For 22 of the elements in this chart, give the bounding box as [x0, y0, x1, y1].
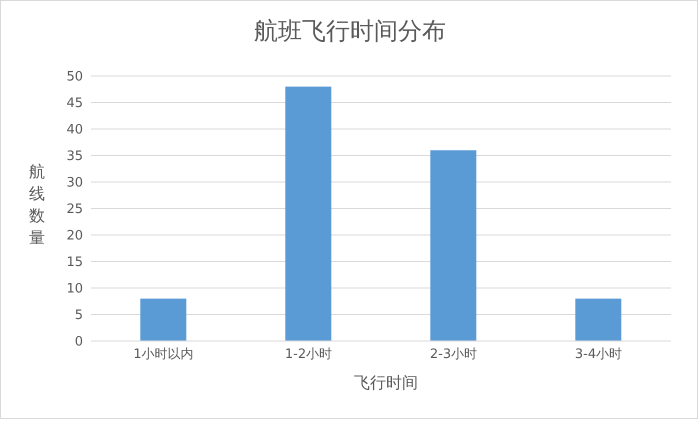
- x-tick-label: 1-2小时: [284, 347, 332, 362]
- x-tick-label: 3-4小时: [574, 347, 622, 362]
- y-tick-label: 10: [66, 282, 83, 297]
- bar: [575, 298, 622, 341]
- chart-title: 航班飞行时间分布: [253, 16, 447, 47]
- y-tick-label: 40: [66, 122, 83, 138]
- y-tick-label: 25: [66, 202, 83, 218]
- y-tick-label: 20: [66, 228, 83, 244]
- y-tick-label: 15: [66, 255, 83, 270]
- bar: [430, 150, 476, 341]
- bar: [140, 298, 186, 341]
- x-axis-title: 飞行时间: [353, 373, 419, 394]
- y-tick-label: 45: [66, 96, 83, 112]
- bar: [285, 86, 332, 341]
- y-tick-label: 50: [66, 70, 83, 85]
- x-tick-label: 2-3小时: [430, 347, 478, 362]
- y-tick-label: 5: [74, 308, 83, 324]
- y-tick-label: 0: [74, 334, 83, 350]
- y-tick-label: 30: [66, 176, 83, 191]
- y-axis-title: 航线数量: [28, 161, 46, 249]
- y-tick-label: 35: [66, 149, 83, 164]
- x-tick-label: 1小时以内: [133, 347, 194, 362]
